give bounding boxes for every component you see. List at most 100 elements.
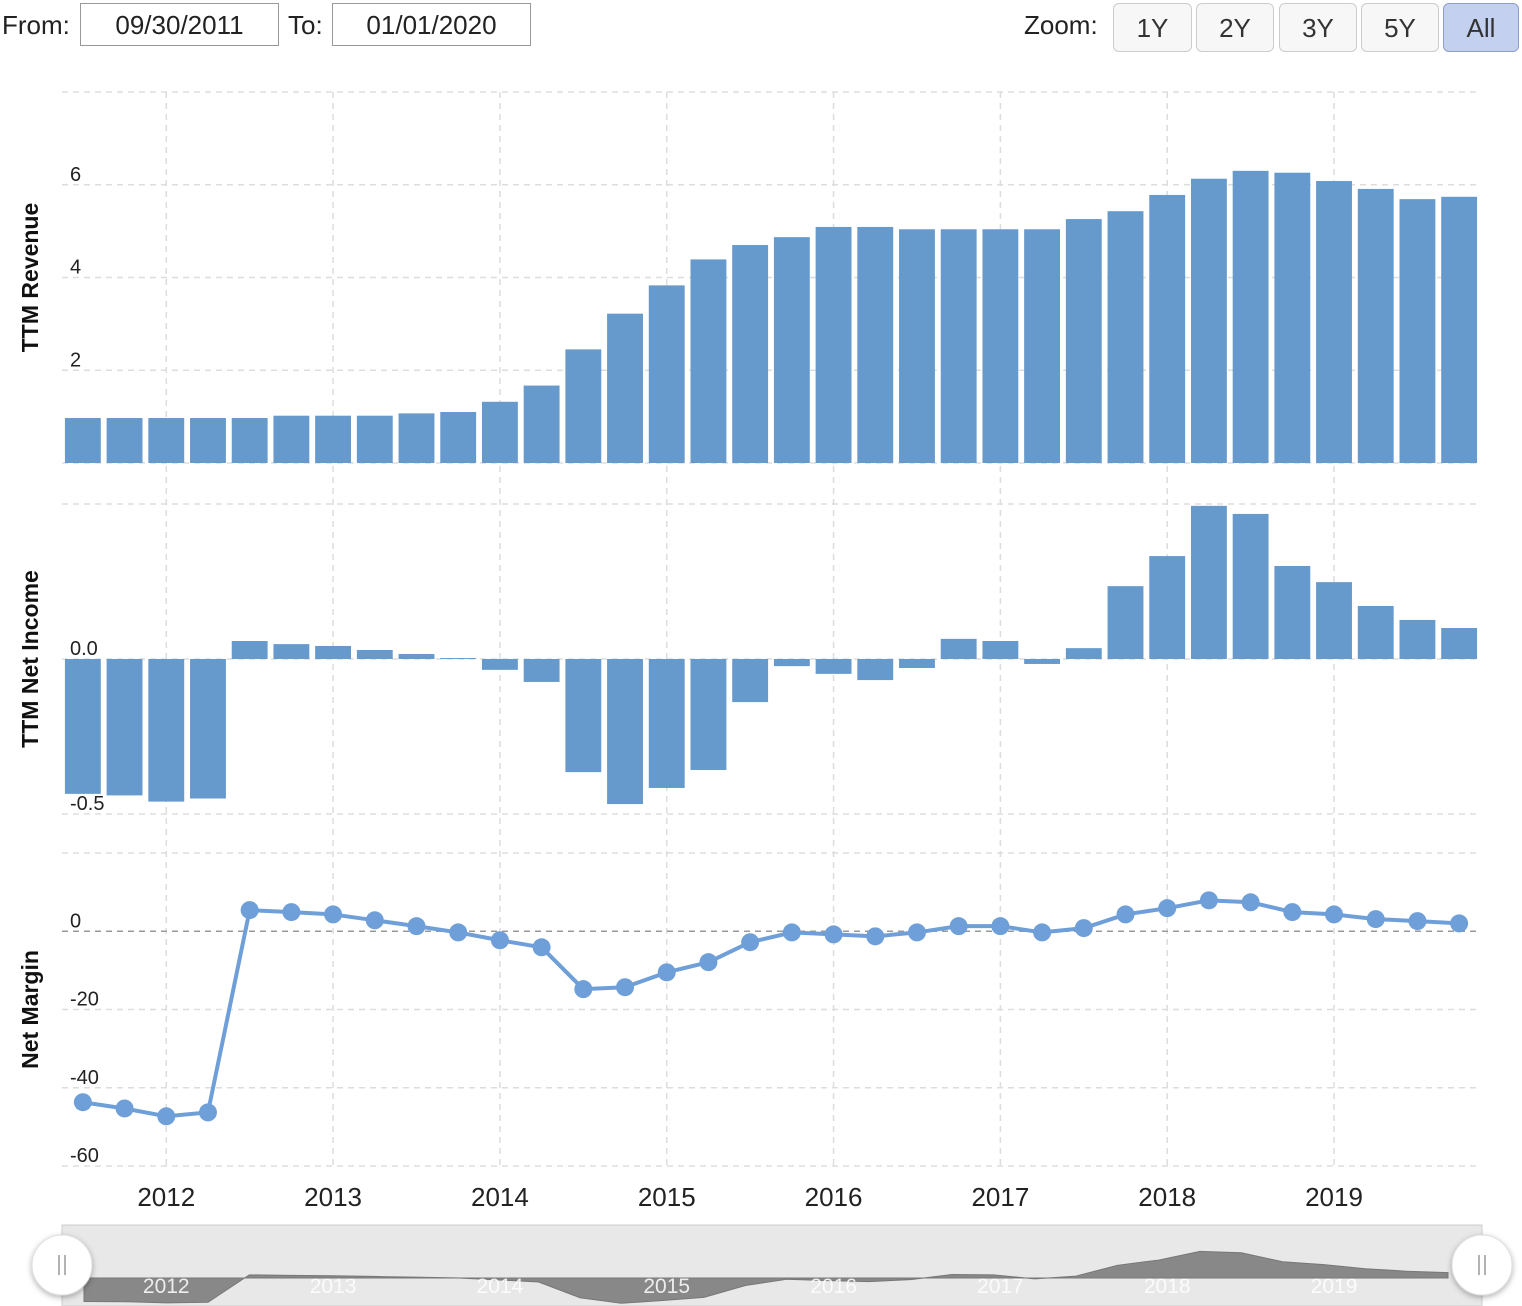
bar	[231, 641, 268, 659]
point	[1199, 891, 1218, 910]
zoom-label: Zoom:	[1024, 10, 1098, 40]
zoom-button[interactable]: 5Y	[1361, 3, 1439, 52]
x-tick-label: 2015	[638, 1182, 696, 1212]
point	[741, 933, 760, 952]
zoom-button[interactable]: All	[1443, 3, 1519, 52]
bar	[815, 659, 852, 674]
bar	[773, 659, 810, 667]
bar	[1316, 582, 1352, 659]
bar	[1024, 659, 1061, 664]
bar	[273, 644, 310, 659]
y-tick-label: 4	[70, 257, 81, 279]
navigator-area	[83, 1250, 1449, 1304]
bar	[64, 659, 101, 794]
bar	[1232, 513, 1269, 659]
navigator-label: 2015	[643, 1275, 690, 1298]
bar	[1065, 648, 1102, 659]
navigator-label: 2012	[143, 1275, 190, 1298]
x-tick-label: 2016	[805, 1182, 863, 1212]
bar	[773, 237, 810, 463]
point	[1074, 919, 1093, 938]
bar	[1149, 194, 1186, 463]
bar	[1274, 566, 1311, 659]
x-tick-label: 2014	[471, 1182, 529, 1212]
point	[907, 923, 926, 942]
range-controls: From: 09/30/2011 To: 01/01/2020 Zoom: 1Y…	[0, 0, 1522, 56]
x-tick-label: 2019	[1305, 1182, 1363, 1212]
y-axis-title: TTM Net Income	[17, 570, 43, 748]
point	[1283, 903, 1302, 922]
bar	[899, 659, 935, 668]
point	[574, 980, 593, 999]
bar	[106, 418, 143, 463]
y-axis-title: Net Margin	[17, 950, 43, 1069]
bar	[982, 229, 1019, 463]
y-tick-label: 0.0	[70, 638, 98, 660]
bar	[565, 659, 602, 773]
bar	[1399, 199, 1436, 463]
point	[1366, 910, 1385, 929]
bar	[1190, 178, 1227, 463]
bar	[64, 418, 101, 463]
bar	[398, 413, 435, 463]
navigator-handle[interactable]	[31, 1234, 93, 1296]
point	[407, 917, 426, 936]
bar	[1441, 196, 1478, 463]
bar	[1107, 586, 1144, 659]
point	[1158, 899, 1177, 918]
from-input[interactable]: 09/30/2011	[80, 3, 279, 46]
y-tick-label: -40	[70, 1067, 99, 1089]
bar	[190, 418, 226, 463]
navigator-label: 2016	[810, 1275, 857, 1298]
y-tick-label: -20	[70, 989, 99, 1011]
bar	[857, 659, 894, 681]
bar	[815, 226, 852, 463]
bar	[440, 658, 477, 659]
navigator-handle[interactable]	[1451, 1234, 1513, 1296]
bar	[190, 659, 226, 799]
navigator-label: 2017	[977, 1275, 1024, 1298]
bar	[1274, 172, 1311, 463]
bar	[690, 659, 727, 770]
bar	[565, 349, 602, 463]
bar	[940, 229, 977, 463]
bar	[523, 659, 560, 682]
y-tick-label: 6	[70, 164, 81, 186]
point	[699, 953, 718, 972]
bar	[1357, 188, 1394, 463]
bar	[1316, 181, 1352, 464]
bar	[648, 285, 685, 463]
bar	[273, 415, 310, 463]
point	[324, 905, 343, 924]
y-tick-label: -60	[70, 1145, 99, 1167]
from-label: From:	[2, 10, 70, 40]
point	[949, 917, 968, 936]
point	[282, 903, 301, 922]
bar	[982, 641, 1019, 659]
zoom-button[interactable]: 1Y	[1113, 3, 1192, 52]
bar	[607, 659, 643, 805]
bar	[690, 259, 727, 463]
bar	[607, 313, 643, 463]
bar	[356, 650, 393, 659]
point	[449, 923, 468, 942]
x-tick-label: 2018	[1138, 1182, 1196, 1212]
point	[1116, 905, 1135, 924]
zoom-button[interactable]: 3Y	[1279, 3, 1357, 52]
bar	[481, 401, 518, 463]
zoom-button[interactable]: 2Y	[1196, 3, 1274, 52]
y-tick-label: -0.5	[70, 793, 104, 815]
navigator-label: 2014	[477, 1275, 524, 1298]
point	[532, 938, 551, 957]
point	[115, 1099, 134, 1118]
navigator-label: 2018	[1144, 1275, 1191, 1298]
point	[73, 1093, 92, 1112]
point	[198, 1103, 217, 1122]
x-tick-label: 2017	[971, 1182, 1029, 1212]
to-input[interactable]: 01/01/2020	[332, 3, 531, 46]
point	[490, 931, 509, 950]
bar	[440, 411, 477, 463]
point	[1450, 914, 1469, 933]
